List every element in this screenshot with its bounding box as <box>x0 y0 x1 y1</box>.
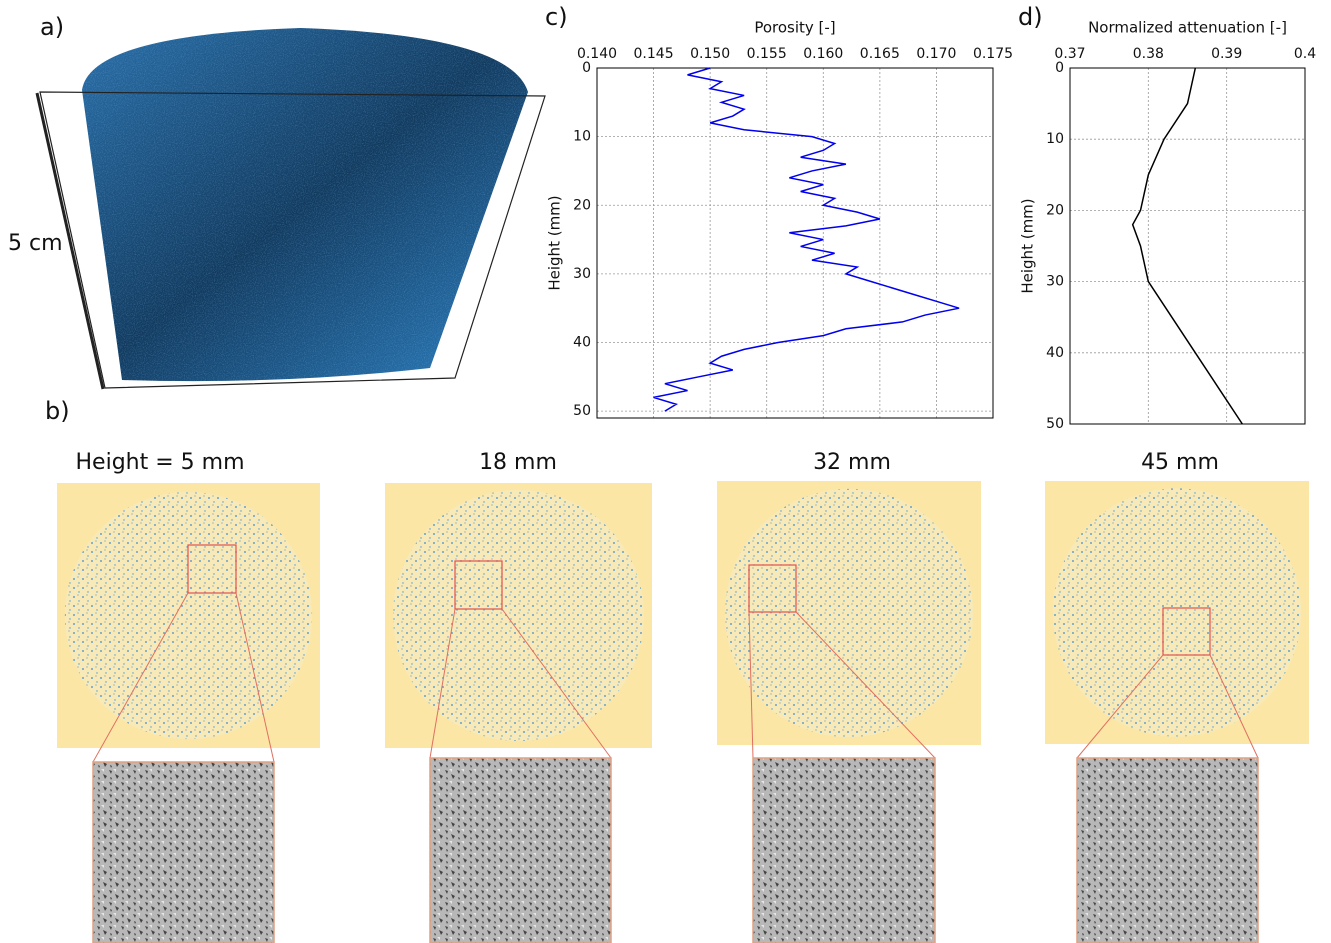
slice-label: 18 mm <box>479 450 557 475</box>
x-tick-label: 0.160 <box>803 46 843 62</box>
zoom-image <box>752 757 936 943</box>
panel-label: d) <box>1018 3 1043 31</box>
x-tick-label: 0.37 <box>1054 46 1085 62</box>
x-tick-label: 0.165 <box>860 46 900 62</box>
zoom-line <box>1209 654 1259 759</box>
x-tick-label: 0.155 <box>747 46 787 62</box>
zoom-image <box>429 757 612 943</box>
data-line <box>1131 67 1243 425</box>
y-tick-label: 10 <box>573 129 591 145</box>
y-axis-label: Height (mm) <box>1019 198 1037 293</box>
zoom-line <box>92 592 189 763</box>
slices: Height = 5 mm 18 mm 32 mm 45 mm <box>57 450 1309 943</box>
zoom-line <box>748 611 754 759</box>
x-tick-label: 0.145 <box>634 46 674 62</box>
x-tick-label: 0.38 <box>1133 46 1164 62</box>
y-tick-label: 0 <box>582 60 591 76</box>
zoom-box <box>1162 607 1211 656</box>
bounding-box <box>35 91 546 390</box>
panel-label: b) <box>45 397 70 425</box>
x-tick-label: 0.175 <box>973 46 1013 62</box>
zoom-image <box>1076 757 1259 943</box>
x-axis-label: Normalized attenuation [-] <box>1088 19 1287 37</box>
y-tick-label: 40 <box>1046 345 1064 361</box>
y-tick-label: 0 <box>1055 60 1064 76</box>
slice-pores <box>724 488 974 738</box>
y-tick-label: 10 <box>1046 131 1064 147</box>
x-tick-label: 0.39 <box>1211 46 1242 62</box>
y-tick-label: 20 <box>1046 202 1064 218</box>
panel-label: a) <box>40 13 64 41</box>
y-tick-label: 20 <box>573 197 591 213</box>
zoom-box <box>187 544 237 594</box>
y-tick-label: 30 <box>573 266 591 282</box>
y-tick-label: 30 <box>1046 274 1064 290</box>
panel-label: c) <box>545 3 568 31</box>
slice-label: 32 mm <box>813 450 891 475</box>
slice-label: 45 mm <box>1141 450 1219 475</box>
zoom-line <box>501 608 612 759</box>
zoom-line <box>235 592 275 763</box>
slice-label: Height = 5 mm <box>76 450 245 475</box>
y-tick-label: 50 <box>1046 416 1064 432</box>
x-tick-label: 0.150 <box>690 46 730 62</box>
scale-label: 5 cm <box>8 231 63 256</box>
x-tick-label: 0.140 <box>577 46 617 62</box>
zoom-line <box>795 611 936 759</box>
zoom-line <box>429 608 456 759</box>
y-tick-label: 50 <box>573 403 591 419</box>
zoom-box <box>454 560 503 610</box>
zoom-image <box>92 761 275 943</box>
plot-frame <box>596 67 994 419</box>
slice-pores <box>64 491 313 740</box>
charts: c) Porosity [-] Height (mm) 0.140 0.145 0.150… <box>545 3 1316 432</box>
slice-pores <box>1052 488 1302 737</box>
x-axis-label: Porosity [-] <box>754 19 835 37</box>
slice-pores <box>393 490 644 741</box>
x-tick-label: 0.170 <box>916 46 956 62</box>
y-tick-label: 40 <box>573 335 591 351</box>
zoom-box <box>748 564 797 613</box>
zoom-line <box>1076 654 1164 759</box>
sample-texture <box>82 28 528 382</box>
plot-frame <box>1069 67 1306 425</box>
y-axis-label: Height (mm) <box>546 195 564 290</box>
x-tick-label: 0.4 <box>1294 46 1316 62</box>
data-line <box>653 67 960 412</box>
